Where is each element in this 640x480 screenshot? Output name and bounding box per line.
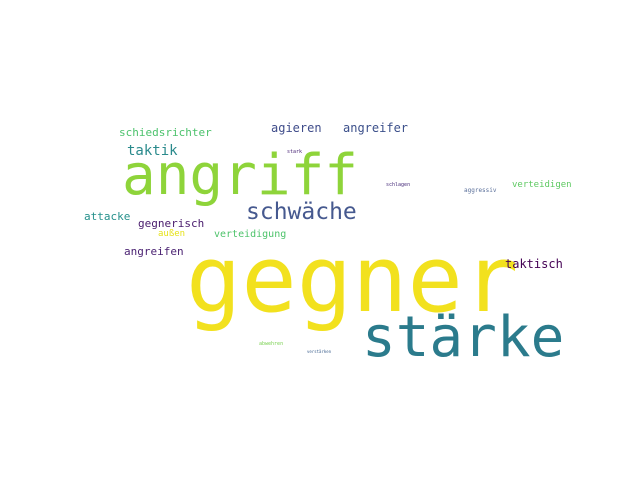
word-aggressiv: aggressiv	[464, 187, 497, 194]
word-taktik: taktik	[127, 143, 178, 159]
word-taktisch: taktisch	[505, 257, 563, 271]
word-stark: stark	[287, 149, 303, 155]
word-verteidigen: verteidigen	[512, 180, 572, 190]
word-verteidigung: verteidigung	[214, 229, 287, 240]
word-schlagen: schlagen	[386, 182, 411, 188]
word-angreifer: angreifer	[343, 121, 409, 135]
word-angriff: angriff	[122, 143, 359, 208]
word-verstaerken: verstärken	[307, 349, 332, 354]
word-staerke: stärke	[362, 305, 565, 370]
word-attacke: attacke	[84, 210, 131, 223]
word-angreifen: angreifen	[124, 245, 184, 258]
word-gegnerisch: gegnerisch	[138, 217, 205, 230]
word-abwehren: abwehren	[259, 341, 284, 347]
word-agieren: agieren	[271, 121, 322, 135]
word-schiedsrichter: schiedsrichter	[119, 126, 212, 139]
word-schwaeche: schwäche	[246, 199, 357, 225]
word-aussen: außen	[158, 229, 186, 239]
word-gegner: gegner	[186, 226, 519, 333]
